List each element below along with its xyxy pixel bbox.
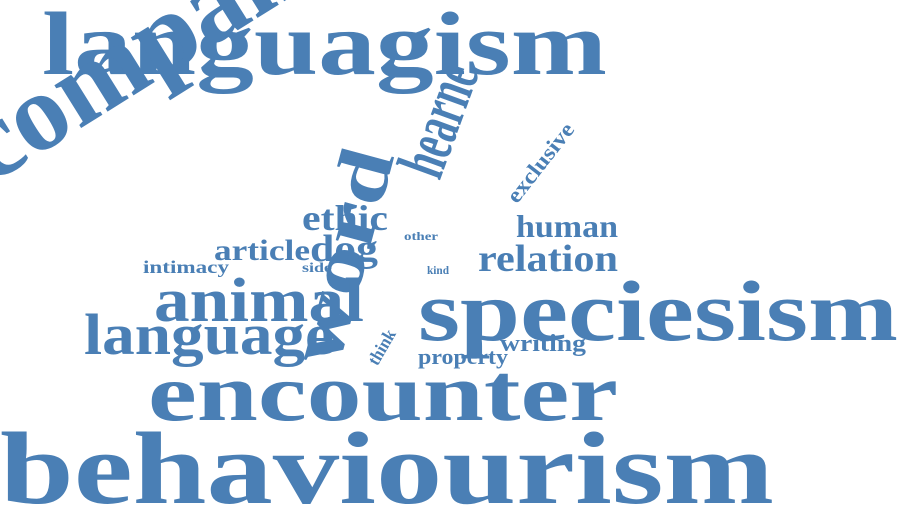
word-animal: animal bbox=[154, 267, 365, 335]
word-writing: writing bbox=[500, 331, 586, 357]
word-behaviourism: behaviourism bbox=[0, 412, 775, 521]
word-article: article bbox=[214, 234, 310, 267]
word-encounter: encounter bbox=[148, 347, 619, 438]
word-side: side bbox=[302, 261, 333, 276]
word-exclusive: exclusive bbox=[501, 117, 580, 208]
word-human: human bbox=[516, 208, 619, 244]
word-intimacy: intimacy bbox=[143, 257, 230, 277]
word-kind: kind bbox=[427, 263, 449, 277]
word-relation: relation bbox=[478, 238, 618, 280]
word-speciesism: speciesism bbox=[418, 263, 899, 359]
word-other: other bbox=[404, 229, 438, 243]
word-dog: dog bbox=[310, 228, 378, 270]
word-property: property bbox=[418, 344, 508, 369]
word-languagism: languagism bbox=[42, 0, 607, 94]
word-ethic: ethic bbox=[302, 198, 389, 238]
word-language: language bbox=[84, 302, 334, 367]
